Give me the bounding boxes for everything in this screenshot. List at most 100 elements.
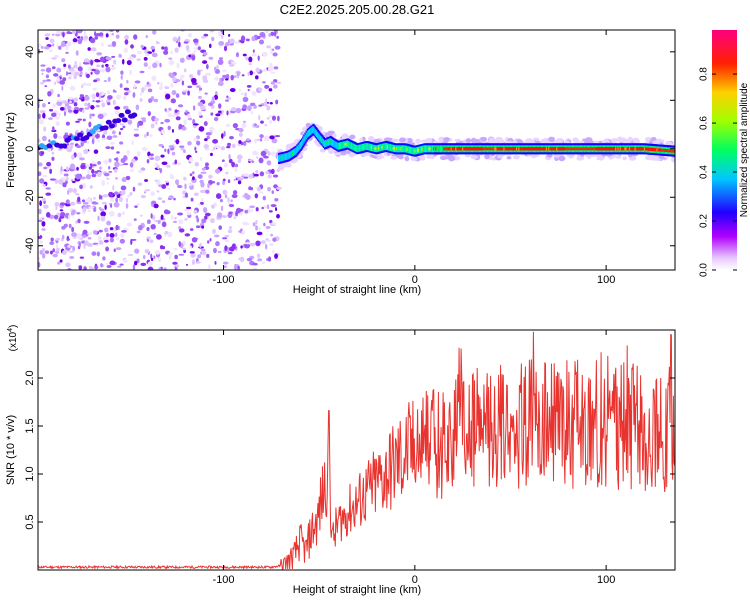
noise-mark bbox=[224, 245, 228, 251]
noise-mark bbox=[79, 256, 85, 259]
noise-mark bbox=[94, 58, 100, 63]
noise-mark bbox=[190, 77, 197, 84]
signal-halo-mark bbox=[426, 154, 433, 159]
noise-mark bbox=[198, 87, 203, 91]
noise-mark bbox=[61, 234, 65, 240]
noise-mark bbox=[187, 90, 190, 96]
noise-mark bbox=[74, 61, 77, 65]
signal-halo-mark bbox=[556, 138, 564, 143]
noise-mark bbox=[87, 102, 91, 109]
noise-mark bbox=[205, 72, 211, 77]
noise-mark bbox=[245, 38, 250, 42]
noise-mark bbox=[75, 120, 80, 123]
noise-mark bbox=[168, 145, 175, 148]
noise-mark bbox=[195, 150, 198, 153]
signal-core-mark bbox=[392, 146, 396, 150]
signal-peak-mark bbox=[635, 147, 638, 151]
signal-mid-mark bbox=[360, 144, 363, 152]
noise-mark bbox=[221, 77, 224, 82]
noise-mark bbox=[175, 78, 181, 83]
signal-mid-mark bbox=[298, 143, 301, 151]
noise-mark bbox=[128, 56, 134, 61]
noise-mark bbox=[83, 30, 87, 37]
noise-mark bbox=[218, 57, 224, 60]
noise-mark bbox=[153, 232, 157, 236]
noise-mark bbox=[217, 59, 224, 65]
noise-mark bbox=[207, 240, 210, 244]
noise-mark bbox=[110, 146, 115, 150]
noise-mark bbox=[195, 215, 199, 219]
noise-mark bbox=[124, 39, 129, 45]
signal-peak-mark bbox=[559, 147, 562, 151]
noise-mark bbox=[119, 141, 124, 145]
signal-halo-mark bbox=[622, 138, 631, 145]
noise-mark bbox=[236, 154, 243, 160]
noise-mark bbox=[84, 95, 90, 101]
noise-mark bbox=[52, 253, 58, 258]
chart-title: C2E2.2025.205.00.28.G21 bbox=[280, 2, 435, 17]
noise-mark bbox=[187, 117, 193, 121]
spectrogram-x-ticks: -100 0 100 bbox=[213, 30, 615, 286]
signal-peak-mark bbox=[613, 147, 617, 151]
signal-mid-mark bbox=[331, 139, 335, 147]
signal-halo-mark bbox=[328, 148, 334, 155]
noise-mark bbox=[59, 259, 63, 263]
noise-mark bbox=[40, 68, 46, 72]
colorbar-label: Normalized spectral amplitude bbox=[739, 82, 750, 217]
noise-mark bbox=[71, 226, 75, 233]
noise-trace-mark bbox=[46, 143, 53, 149]
noise-mark bbox=[192, 171, 195, 175]
noise-mark bbox=[215, 168, 221, 174]
noise-mark bbox=[249, 102, 256, 107]
signal-core-mark bbox=[429, 147, 432, 151]
signal-peak-mark bbox=[615, 147, 618, 151]
noise-mark bbox=[179, 228, 185, 233]
noise-mark bbox=[201, 167, 207, 171]
noise-mark bbox=[267, 174, 272, 179]
signal-core-mark bbox=[326, 141, 329, 145]
noise-mark bbox=[89, 37, 96, 44]
noise-trace-mark bbox=[73, 136, 80, 142]
noise-mark bbox=[97, 215, 100, 221]
signal-mid-mark bbox=[330, 138, 334, 146]
noise-mark bbox=[183, 176, 187, 181]
noise-mark bbox=[189, 173, 193, 177]
noise-trace-mark bbox=[108, 123, 115, 129]
noise-mark bbox=[269, 114, 272, 118]
noise-mark bbox=[70, 107, 75, 111]
signal-peak-mark bbox=[644, 147, 648, 151]
noise-mark bbox=[242, 53, 247, 57]
signal-core-mark bbox=[591, 147, 594, 151]
signal-mid-mark bbox=[413, 147, 416, 155]
noise-mark bbox=[271, 138, 278, 144]
noise-mark bbox=[187, 141, 192, 146]
noise-mark bbox=[102, 160, 107, 163]
noise-mark bbox=[247, 71, 250, 77]
signal-peak-mark bbox=[459, 147, 462, 151]
noise-mark bbox=[228, 33, 231, 37]
signal-peak-mark bbox=[605, 147, 609, 151]
noise-mark bbox=[127, 119, 133, 125]
noise-mark bbox=[48, 117, 53, 120]
noise-mark bbox=[214, 76, 219, 81]
noise-mark bbox=[79, 71, 83, 75]
noise-mark bbox=[211, 96, 215, 101]
signal-mid-mark bbox=[397, 145, 400, 153]
noise-mark bbox=[190, 253, 196, 258]
signal-core-mark bbox=[574, 147, 577, 151]
noise-mark bbox=[277, 115, 280, 122]
noise-mark bbox=[87, 197, 92, 204]
noise-mark bbox=[161, 161, 168, 166]
signal-peak-mark bbox=[633, 147, 636, 151]
signal-mid-mark bbox=[335, 141, 338, 149]
noise-mark bbox=[173, 248, 178, 251]
signal-core-mark bbox=[582, 147, 585, 151]
noise-mark bbox=[227, 251, 233, 255]
signal-peak-mark bbox=[494, 147, 497, 151]
noise-mark bbox=[266, 117, 270, 120]
signal-mid-mark bbox=[284, 153, 288, 161]
noise-mark bbox=[157, 82, 160, 85]
signal-mid-mark bbox=[317, 131, 320, 139]
signal-halo-mark bbox=[383, 137, 392, 142]
